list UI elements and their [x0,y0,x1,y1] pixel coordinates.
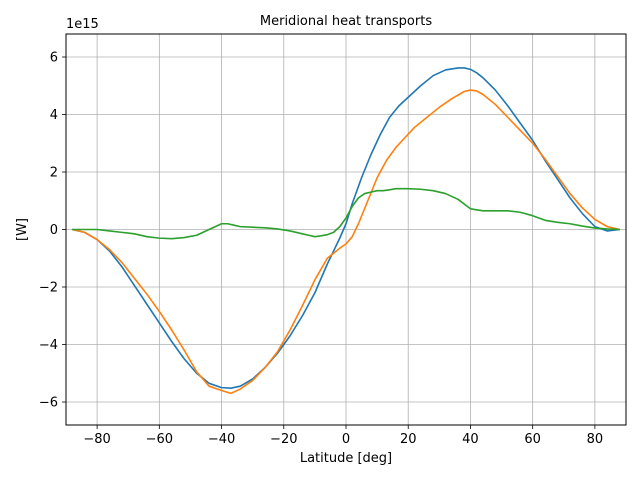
x-tick-label: −80 [83,432,110,447]
series-line-1 [72,67,620,389]
series-lines [72,67,620,395]
x-tick-label: 0 [342,432,350,447]
y-tick-label: 4 [50,108,58,123]
x-tick-label: 40 [462,432,479,447]
y-tick-label: 2 [50,166,58,181]
y-axis-label: [W] [15,218,30,241]
x-axis-label: Latitude [deg] [300,451,392,466]
chart-title: Meridional heat transports [260,14,432,29]
y-tick-label: −4 [39,338,58,353]
x-tick-label: 20 [400,432,417,447]
x-tick-label: 60 [524,432,541,447]
x-axis: −80 −60 −40 −20 0 20 40 60 80 [83,425,603,447]
y-axis-offset-text: 1e15 [66,17,99,32]
series-line-3 [72,187,620,240]
x-tick-label: −40 [208,432,235,447]
x-tick-label: −20 [270,432,297,447]
grid [66,34,626,425]
y-tick-label: 6 [50,51,58,66]
y-tick-label: 0 [50,223,58,238]
series-line-2 [72,89,620,395]
y-tick-label: −6 [39,396,58,411]
y-axis: −6 −4 −2 0 2 4 6 [39,51,66,411]
y-tick-label: −2 [39,281,58,296]
x-tick-label: −60 [146,432,173,447]
x-tick-label: 80 [587,432,604,447]
